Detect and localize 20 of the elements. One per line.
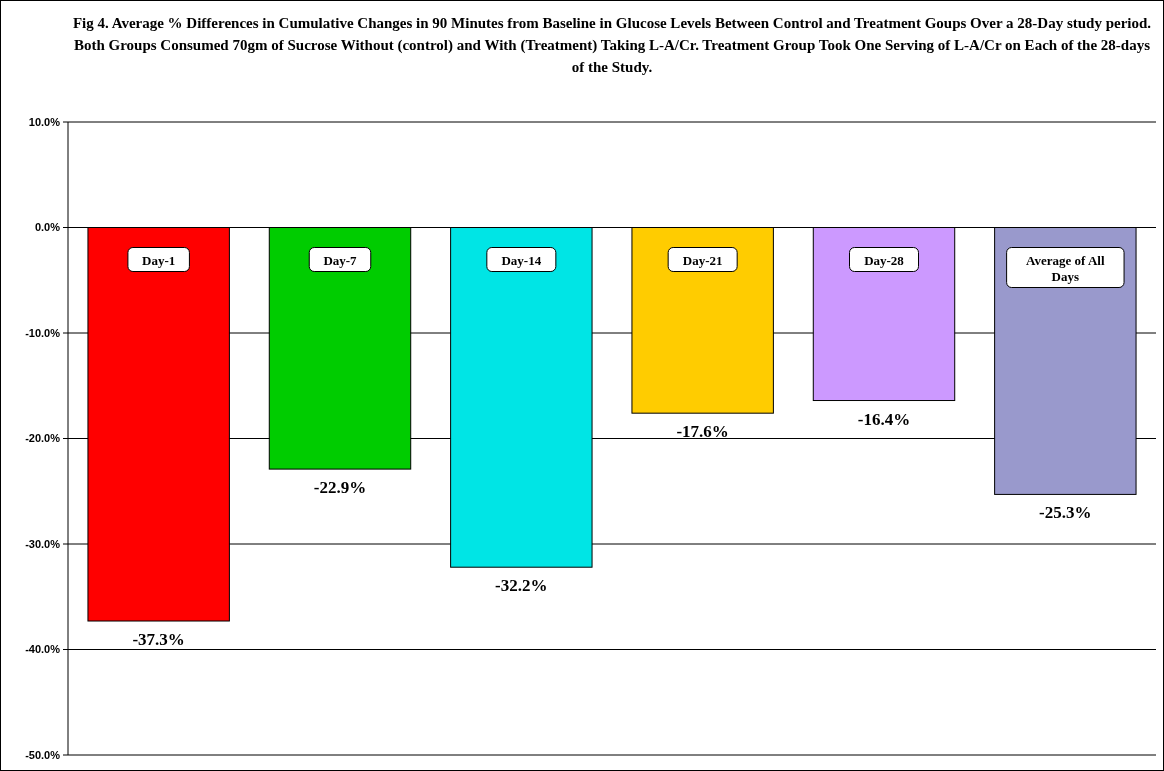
y-tick-label: -40.0% — [25, 643, 61, 656]
data-label: -25.3% — [1039, 503, 1092, 523]
y-tick-label: -20.0% — [25, 432, 61, 445]
x-tick-label: Day-28 — [864, 252, 905, 268]
y-tick-label: 0.0% — [34, 221, 61, 234]
x-tick-label: Day-21 — [682, 252, 723, 268]
y-tick-label: 10.0% — [28, 115, 61, 128]
data-label: -22.9% — [313, 478, 367, 498]
data-label: -37.3% — [132, 630, 185, 650]
data-label: -17.6% — [676, 422, 729, 442]
y-tick-label: -10.0% — [25, 326, 61, 339]
chart-title: Fig 4. Average % Differences in Cumulative Changes in 90 Minutes from Baseline in Glucose Levels Between Control and Treatment Goups Over a 28-Day study period. Both Groups Consumed 70gm of Sucrose Without (control) and With (Treatment) Taking L-A/Cr. Treatment Group Took One Serving of L-A/Cr on Each of the 28-days of the Study. — [72, 15, 1152, 75]
data-label: -32.2% — [495, 576, 548, 596]
x-tick-label: Day-14 — [501, 252, 542, 268]
x-tick-label: Day-1 — [142, 252, 176, 268]
y-tick-label: -50.0% — [25, 748, 61, 761]
data-label: -16.4% — [857, 409, 911, 429]
x-tick-label: Average of All Days — [1026, 252, 1105, 284]
x-tick-label: Day-7 — [323, 252, 358, 268]
y-tick-label: -30.0% — [25, 537, 61, 550]
